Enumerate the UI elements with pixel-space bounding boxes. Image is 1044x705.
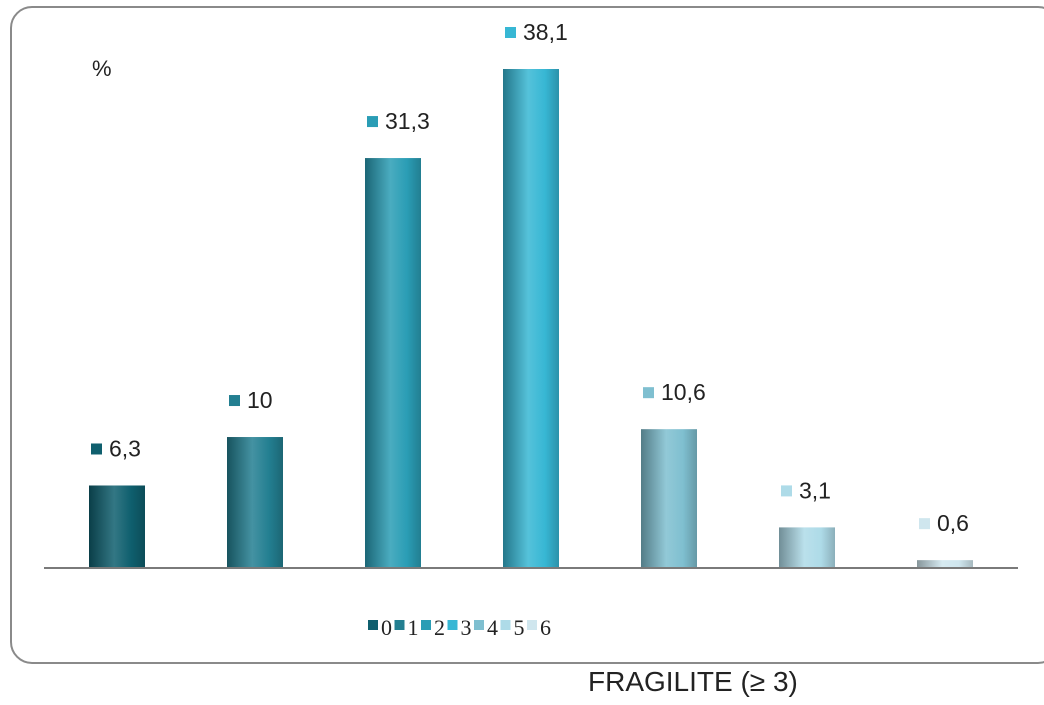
chart-frame: [10, 6, 1044, 664]
bar-5: [779, 527, 835, 568]
data-label-6: 0,6: [937, 510, 969, 536]
data-label-3: 38,1: [523, 19, 568, 45]
data-label-5: 3,1: [799, 477, 831, 503]
legend-swatch-3: [447, 620, 458, 630]
data-label-marker-5: [781, 485, 792, 497]
data-label-4: 10,6: [661, 379, 706, 405]
legend-swatch-4: [474, 620, 484, 630]
legend-swatch-2: [421, 620, 431, 630]
chart-caption: FRAGILITE (≥ 3): [588, 666, 798, 697]
legend-label-1: 1: [408, 615, 419, 640]
legend-swatch-5: [500, 620, 511, 630]
legend-label-5: 5: [514, 615, 525, 640]
bar-1: [227, 437, 283, 568]
bar-6: [917, 560, 973, 568]
data-label-0: 6,3: [109, 435, 141, 461]
data-label-marker-2: [367, 116, 378, 128]
data-label-2: 31,3: [385, 108, 430, 134]
bar-3: [503, 69, 559, 568]
data-label-marker-3: [505, 27, 516, 38]
data-label-marker-6: [919, 518, 930, 530]
data-label-marker-0: [91, 443, 102, 455]
legend-label-2: 2: [434, 615, 445, 640]
legend-swatch-0: [368, 620, 378, 630]
data-label-marker-1: [229, 395, 240, 407]
legend-swatch-1: [394, 620, 405, 630]
data-label-marker-4: [643, 387, 654, 399]
bar-0: [89, 485, 145, 568]
data-label-1: 10: [247, 387, 273, 413]
legend-swatch-6: [527, 620, 537, 630]
legend-label-3: 3: [461, 615, 472, 640]
legend-label-4: 4: [487, 615, 498, 640]
bar-2: [365, 158, 421, 568]
y-axis-label: %: [92, 56, 112, 81]
legend-label-0: 0: [381, 615, 392, 640]
legend-label-6: 6: [540, 615, 551, 640]
bar-4: [641, 429, 697, 568]
